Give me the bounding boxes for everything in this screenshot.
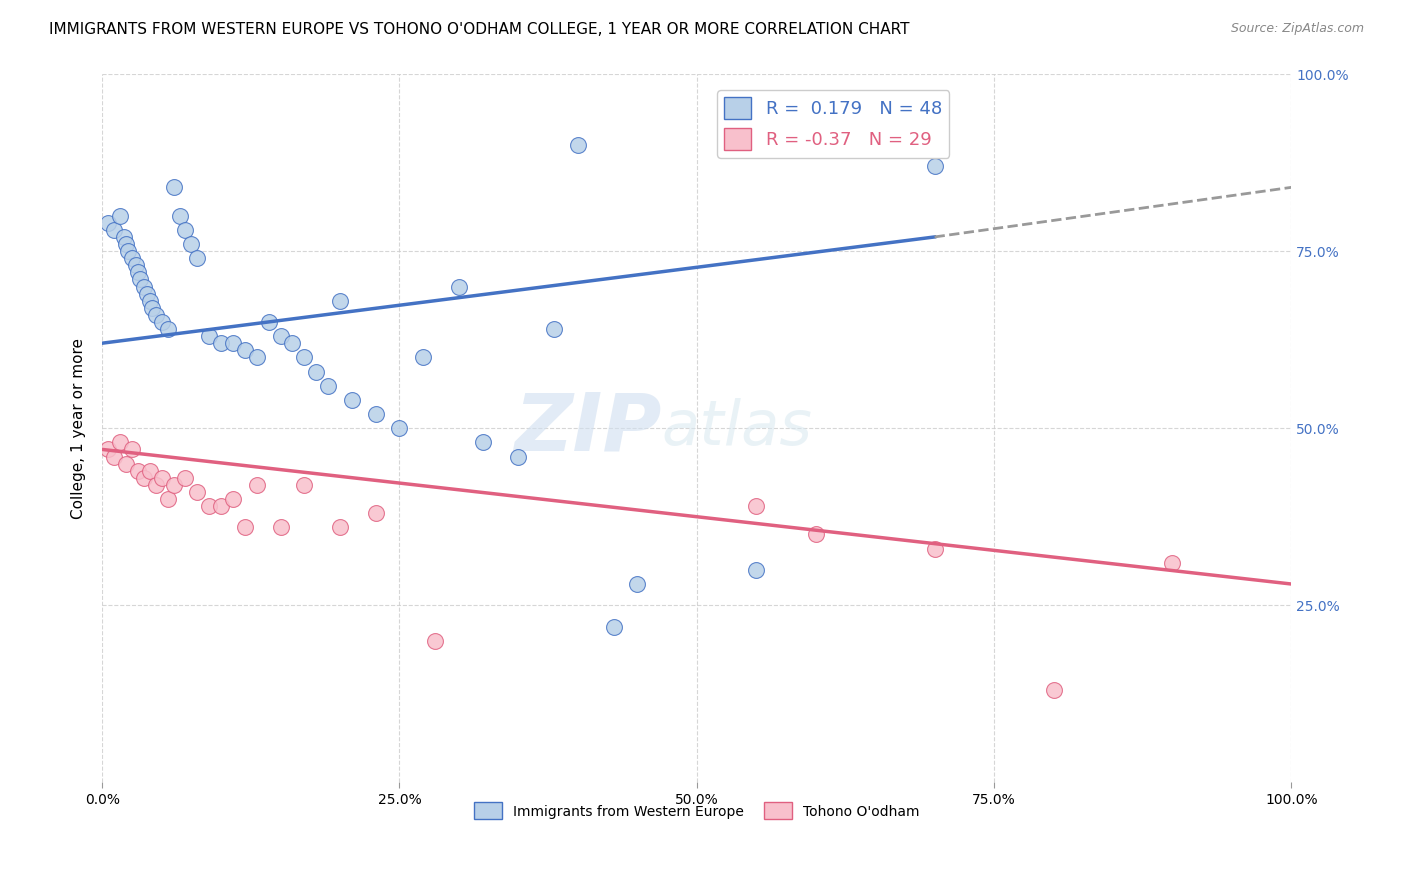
- Point: [141, 301, 163, 315]
- Point: [145, 478, 167, 492]
- Point: [180, 237, 202, 252]
- Point: [233, 520, 256, 534]
- Point: [281, 336, 304, 351]
- Y-axis label: College, 1 year or more: College, 1 year or more: [72, 338, 86, 518]
- Point: [108, 209, 131, 223]
- Point: [121, 251, 143, 265]
- Point: [136, 286, 159, 301]
- Point: [804, 527, 827, 541]
- Point: [745, 563, 768, 577]
- Point: [222, 491, 245, 506]
- Point: [863, 124, 886, 138]
- Point: [543, 322, 565, 336]
- Point: [292, 351, 315, 365]
- Point: [329, 520, 352, 534]
- Point: [186, 251, 208, 265]
- Point: [174, 471, 197, 485]
- Point: [97, 216, 120, 230]
- Point: [340, 392, 363, 407]
- Point: [270, 329, 292, 343]
- Point: [121, 442, 143, 457]
- Point: [169, 209, 191, 223]
- Point: [626, 577, 648, 591]
- Point: [97, 442, 120, 457]
- Point: [115, 237, 138, 252]
- Point: [139, 464, 162, 478]
- Point: [150, 315, 173, 329]
- Point: [117, 244, 139, 259]
- Point: [329, 293, 352, 308]
- Point: [222, 336, 245, 351]
- Point: [162, 180, 184, 194]
- Point: [745, 499, 768, 513]
- Point: [1161, 556, 1184, 570]
- Point: [150, 471, 173, 485]
- Point: [471, 435, 494, 450]
- Point: [156, 491, 179, 506]
- Point: [129, 272, 152, 286]
- Point: [292, 478, 315, 492]
- Point: [388, 421, 411, 435]
- Point: [567, 137, 589, 152]
- Point: [425, 633, 447, 648]
- Point: [257, 315, 280, 329]
- Point: [246, 478, 269, 492]
- Point: [174, 223, 197, 237]
- Point: [132, 279, 155, 293]
- Point: [246, 351, 269, 365]
- Text: Source: ZipAtlas.com: Source: ZipAtlas.com: [1230, 22, 1364, 36]
- Point: [209, 499, 232, 513]
- Point: [198, 499, 221, 513]
- Point: [186, 484, 208, 499]
- Point: [132, 471, 155, 485]
- Point: [127, 464, 149, 478]
- Point: [145, 308, 167, 322]
- Point: [508, 450, 530, 464]
- Point: [447, 279, 470, 293]
- Point: [1042, 683, 1064, 698]
- Text: IMMIGRANTS FROM WESTERN EUROPE VS TOHONO O'ODHAM COLLEGE, 1 YEAR OR MORE CORRELA: IMMIGRANTS FROM WESTERN EUROPE VS TOHONO…: [49, 22, 910, 37]
- Point: [103, 450, 125, 464]
- Point: [924, 541, 946, 556]
- Point: [364, 407, 387, 421]
- Point: [108, 435, 131, 450]
- Point: [305, 364, 328, 378]
- Point: [233, 343, 256, 358]
- Text: ZIP: ZIP: [513, 389, 661, 467]
- Point: [112, 230, 135, 244]
- Point: [156, 322, 179, 336]
- Point: [103, 223, 125, 237]
- Point: [139, 293, 162, 308]
- Point: [412, 351, 434, 365]
- Text: atlas: atlas: [661, 398, 813, 458]
- Point: [924, 159, 946, 173]
- Point: [209, 336, 232, 351]
- Point: [316, 378, 339, 392]
- Legend: Immigrants from Western Europe, Tohono O'odham: Immigrants from Western Europe, Tohono O…: [468, 797, 925, 825]
- Point: [124, 258, 146, 272]
- Point: [198, 329, 221, 343]
- Point: [162, 478, 184, 492]
- Point: [364, 506, 387, 520]
- Point: [115, 457, 138, 471]
- Point: [127, 265, 149, 279]
- Point: [270, 520, 292, 534]
- Point: [602, 619, 624, 633]
